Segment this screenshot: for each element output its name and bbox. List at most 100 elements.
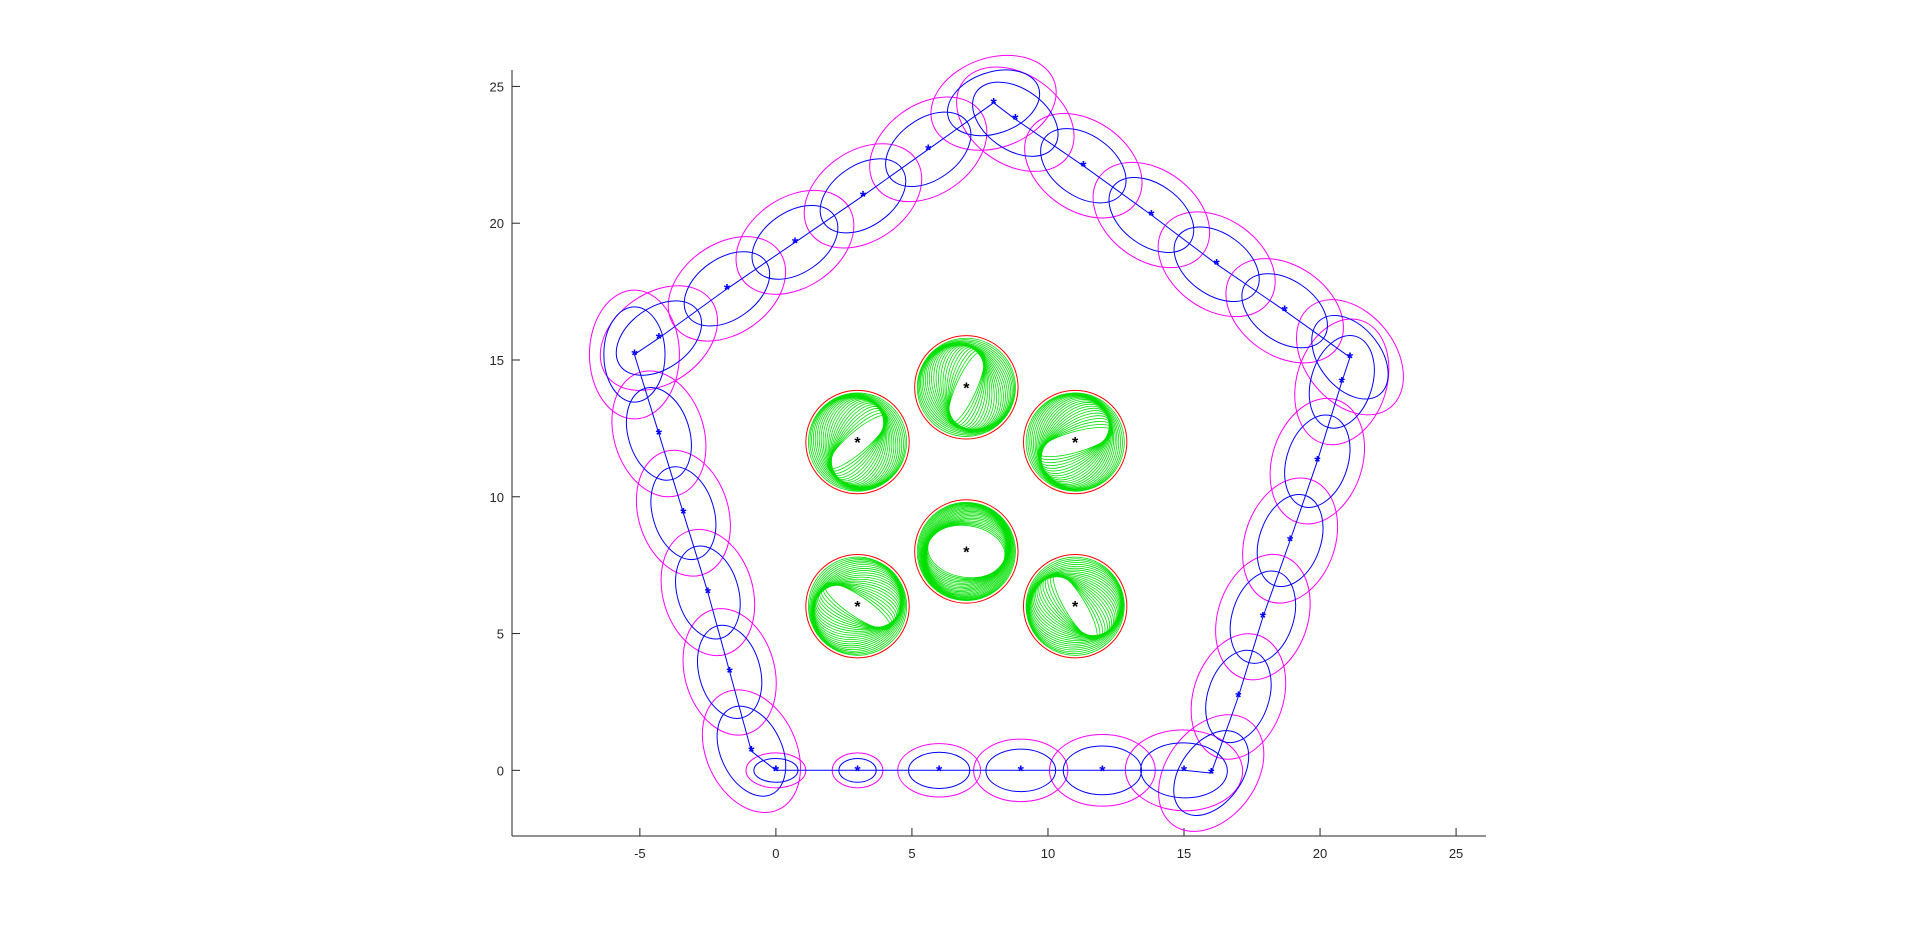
landmark-ellipse (948, 347, 985, 428)
trajectory-point: * (1339, 375, 1346, 392)
trajectory-point: * (680, 506, 687, 523)
landmark-ellipse (1029, 569, 1122, 643)
y-tick-label: 5 (497, 627, 504, 642)
landmark-ellipse (925, 520, 1008, 583)
landmark-ellipse (921, 342, 1012, 433)
landmark-ellipse (826, 397, 889, 487)
trajectory-point: * (656, 427, 663, 444)
landmark-ellipse (919, 503, 1013, 600)
landmark-ellipse (928, 343, 1004, 431)
axes: -5 0 5 10 15 20 25 0 5 10 15 20 25 (490, 70, 1486, 861)
landmark-ellipse (1047, 573, 1103, 639)
trajectory-point: * (936, 763, 943, 780)
outer-ellipse (1092, 161, 1211, 269)
landmark-ellipse (817, 584, 898, 628)
landmark-ellipse (813, 578, 902, 634)
landmark-ellipse (824, 582, 891, 630)
landmark-ellipse (1031, 574, 1119, 639)
trajectory-line (633, 102, 1351, 774)
trajectory-point: * (1260, 610, 1267, 627)
landmark-ellipse (812, 568, 903, 645)
landmark-ellipse (830, 404, 885, 480)
landmark-ellipse (1030, 572, 1120, 640)
landmark-ellipse (1040, 407, 1110, 477)
landmarks: * * * * * * (805, 335, 1128, 659)
landmark-point: * (963, 544, 970, 561)
inner-ellipse (946, 69, 1041, 137)
landmark-circle (805, 389, 910, 495)
landmark-ellipse (1026, 558, 1125, 655)
landmark-point: * (1072, 435, 1079, 452)
x-tick-label: 10 (1041, 846, 1055, 861)
landmark: * (914, 335, 1019, 440)
landmark-ellipse (814, 395, 901, 490)
trajectory-point: * (727, 665, 734, 682)
landmark-ellipse (827, 415, 888, 470)
landmark-ellipse (923, 510, 1010, 593)
landmark-ellipse (822, 396, 893, 488)
trajectory-point: * (1080, 159, 1087, 176)
landmark-ellipse (1033, 575, 1117, 637)
trajectory-point: * (773, 763, 780, 780)
landmark-ellipse (1038, 397, 1112, 487)
trajectory-point: * (1099, 763, 1106, 780)
trajectory-point: * (1148, 208, 1155, 225)
landmark-ellipse (921, 505, 1012, 598)
landmark-ellipse (931, 344, 1002, 431)
landmark-ellipse (924, 513, 1009, 590)
landmark-ellipse (1050, 572, 1101, 640)
outer-ellipse (1296, 299, 1404, 416)
landmark-ellipse (1037, 424, 1113, 461)
landmark-ellipse (1025, 392, 1125, 492)
landmark-ellipse (1038, 576, 1112, 637)
x-tick-label: 0 (772, 846, 779, 861)
y-tick-label: 0 (497, 763, 504, 778)
landmark-ellipse (1052, 572, 1098, 641)
landmark-ellipse (830, 401, 885, 483)
trajectory-point: * (748, 744, 755, 761)
landmark-ellipse (1038, 418, 1112, 466)
trajectory-point: * (656, 331, 663, 348)
trajectory-point: * (1214, 257, 1221, 274)
inner-covariance-ellipses (603, 69, 1389, 816)
inner-ellipse (972, 81, 1059, 157)
landmark-ellipse (925, 519, 1008, 584)
outer-ellipse (701, 689, 801, 814)
inner-ellipse (1311, 314, 1389, 400)
landmark-ellipse (933, 344, 1000, 431)
landmark-ellipse (830, 406, 885, 478)
inner-ellipse (1205, 649, 1272, 744)
outer-ellipse (588, 289, 680, 420)
landmark-ellipse (935, 344, 997, 431)
landmark-ellipse (815, 583, 900, 629)
landmark-ellipse (816, 395, 899, 489)
landmark-ellipse (1040, 575, 1110, 637)
trajectory: * * * * * * ************************* (631, 96, 1354, 783)
landmark-ellipse (1029, 393, 1121, 491)
landmark-circle (914, 499, 1019, 604)
trajectory-point: * (1282, 304, 1289, 321)
outer-ellipse (1225, 258, 1344, 364)
landmark-ellipse (920, 341, 1013, 434)
landmark-ellipse (1044, 574, 1106, 638)
landmark-ellipse (819, 584, 896, 628)
landmark-ellipse (816, 584, 899, 629)
landmark-ellipse (813, 574, 902, 638)
outer-ellipse (930, 54, 1057, 151)
landmark-ellipse (1025, 556, 1125, 656)
landmark-ellipse (811, 394, 904, 491)
outer-ellipse (1024, 113, 1143, 219)
x-tick-label: 25 (1449, 846, 1463, 861)
trajectory-point: * (1347, 350, 1354, 367)
landmark-ellipse (1038, 415, 1112, 469)
landmark-point: * (963, 380, 970, 397)
landmark-ellipse (812, 566, 903, 647)
landmark-ellipse (810, 559, 905, 654)
x-tick-label: 5 (908, 846, 915, 861)
landmark-ellipse (947, 346, 986, 429)
landmark-ellipse (813, 572, 902, 640)
outer-ellipse (1215, 553, 1311, 681)
landmark-circle (805, 554, 910, 659)
landmark-ellipse (1040, 402, 1110, 483)
inner-ellipse (675, 545, 741, 640)
